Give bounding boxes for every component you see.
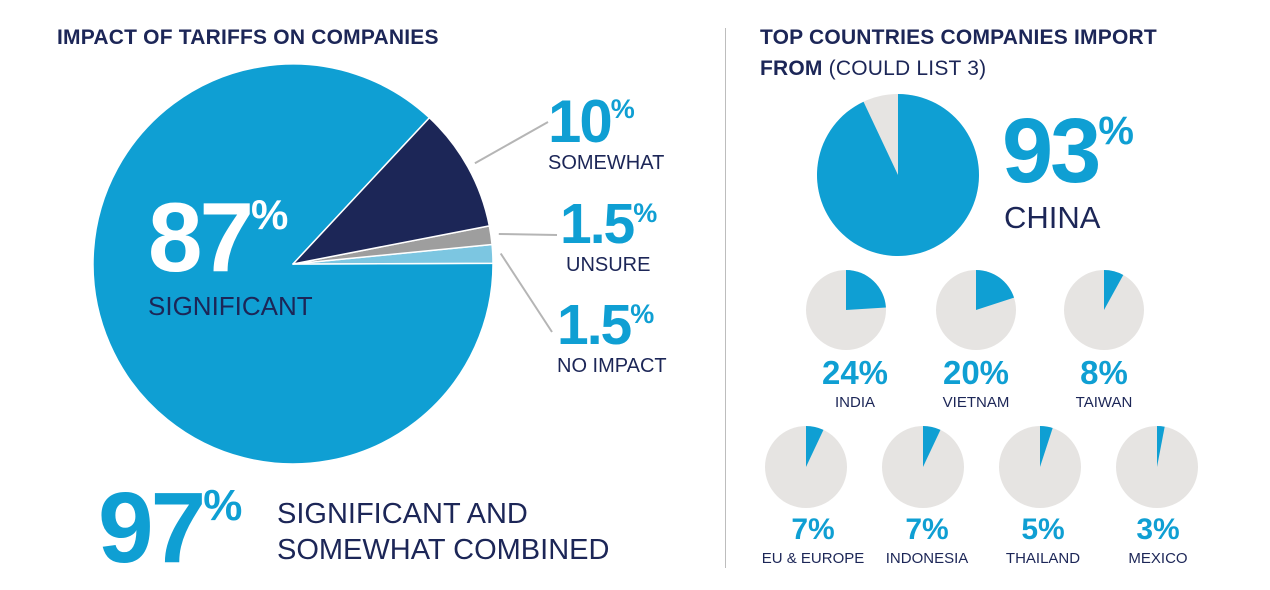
country-taiwan: 8% TAIWAN [1054, 356, 1154, 411]
somewhat-callout: 10% SOMEWHAT [548, 92, 665, 174]
no-impact-value: 1.5 [557, 293, 632, 357]
country-eu-label: EU & EUROPE [761, 550, 865, 567]
significant-label: SIGNIFICANT [148, 291, 313, 321]
unsure-leader-line [498, 233, 558, 236]
left-chart-title: IMPACT OF TARIFFS ON COMPANIES [57, 26, 439, 49]
country-vietnam-pie-slice [976, 270, 1015, 310]
country-eu-value: 7% [791, 513, 835, 546]
country-taiwan-label: TAIWAN [1075, 394, 1133, 411]
country-thailand-label: THAILAND [1005, 550, 1081, 567]
country-pies [765, 270, 1198, 508]
somewhat-slice [292, 116, 491, 265]
somewhat-value: 10 [548, 88, 613, 155]
panel-divider [725, 28, 726, 568]
combined-percent-sign: % [203, 481, 243, 530]
country-vietnam-value: 20% [942, 354, 1010, 391]
country-thailand: 5% THAILAND [983, 513, 1103, 568]
right-chart-title: TOP COUNTRIES COMPANIES IMPORT FROM (COU… [760, 22, 1157, 84]
china-percent-sign: % [1098, 109, 1134, 153]
tariff-impact-pie [92, 63, 494, 465]
china-label: CHINA [1004, 200, 1101, 235]
unsure-percent-sign: % [633, 198, 658, 228]
right-title-subtitle: (COULD LIST 3) [828, 57, 987, 80]
country-mexico: 3% MEXICO [1098, 513, 1218, 568]
unsure-label: UNSURE [566, 254, 651, 276]
significant-callout: 87% [148, 188, 288, 286]
china-callout: 93% [1002, 105, 1134, 197]
country-thailand-pie-slice [1040, 426, 1053, 467]
right-title-line1: TOP COUNTRIES COMPANIES IMPORT [760, 26, 1157, 49]
no-impact-percent-sign: % [630, 299, 655, 329]
significant-value: 87 [148, 182, 254, 292]
country-mexico-value: 3% [1136, 513, 1180, 546]
country-taiwan-value: 8% [1080, 354, 1128, 391]
combined-label: SIGNIFICANT AND SOMEWHAT COMBINED [277, 496, 609, 568]
callout-leader-lines [474, 121, 558, 333]
china-value: 93 [1002, 100, 1101, 202]
somewhat-label: SOMEWHAT [548, 152, 665, 174]
country-taiwan-pie-slice [1104, 270, 1124, 310]
country-indonesia-label: INDONESIA [885, 550, 969, 567]
no-impact-leader-line [499, 252, 553, 333]
country-india-value: 24% [821, 354, 889, 391]
right-title-line2: FROM [760, 57, 823, 80]
country-mexico-pie-slice [1157, 426, 1165, 467]
country-india-label: INDIA [834, 394, 875, 411]
combined-callout: 97% [98, 478, 242, 578]
china-pie-slice [817, 94, 980, 257]
country-indonesia: 7% INDONESIA [867, 513, 987, 568]
china-pie [817, 94, 980, 257]
country-mexico-label: MEXICO [1128, 550, 1188, 567]
somewhat-percent-sign: % [610, 94, 635, 124]
country-india-pie-slice [846, 270, 886, 310]
no-impact-label: NO IMPACT [557, 355, 667, 377]
country-thailand-value: 5% [1021, 513, 1065, 546]
no-impact-callout: 1.5% NO IMPACT [557, 297, 667, 377]
country-vietnam: 20% VIETNAM [926, 356, 1026, 411]
combined-value: 97 [98, 472, 206, 584]
country-eu: 7% EU & EUROPE [753, 513, 873, 568]
significant-percent-sign: % [251, 191, 289, 238]
somewhat-leader-line [474, 121, 549, 165]
country-indonesia-value: 7% [905, 513, 949, 546]
combined-label-line1: SIGNIFICANT AND [277, 498, 528, 530]
country-eu-pie-slice [806, 426, 824, 467]
unsure-callout: 1.5% UNSURE [560, 196, 658, 276]
combined-label-line2: SOMEWHAT COMBINED [277, 534, 610, 566]
country-indonesia-pie-slice [923, 426, 941, 467]
unsure-value: 1.5 [560, 192, 635, 256]
country-vietnam-label: VIETNAM [942, 394, 1010, 411]
country-india: 24% INDIA [805, 356, 905, 411]
